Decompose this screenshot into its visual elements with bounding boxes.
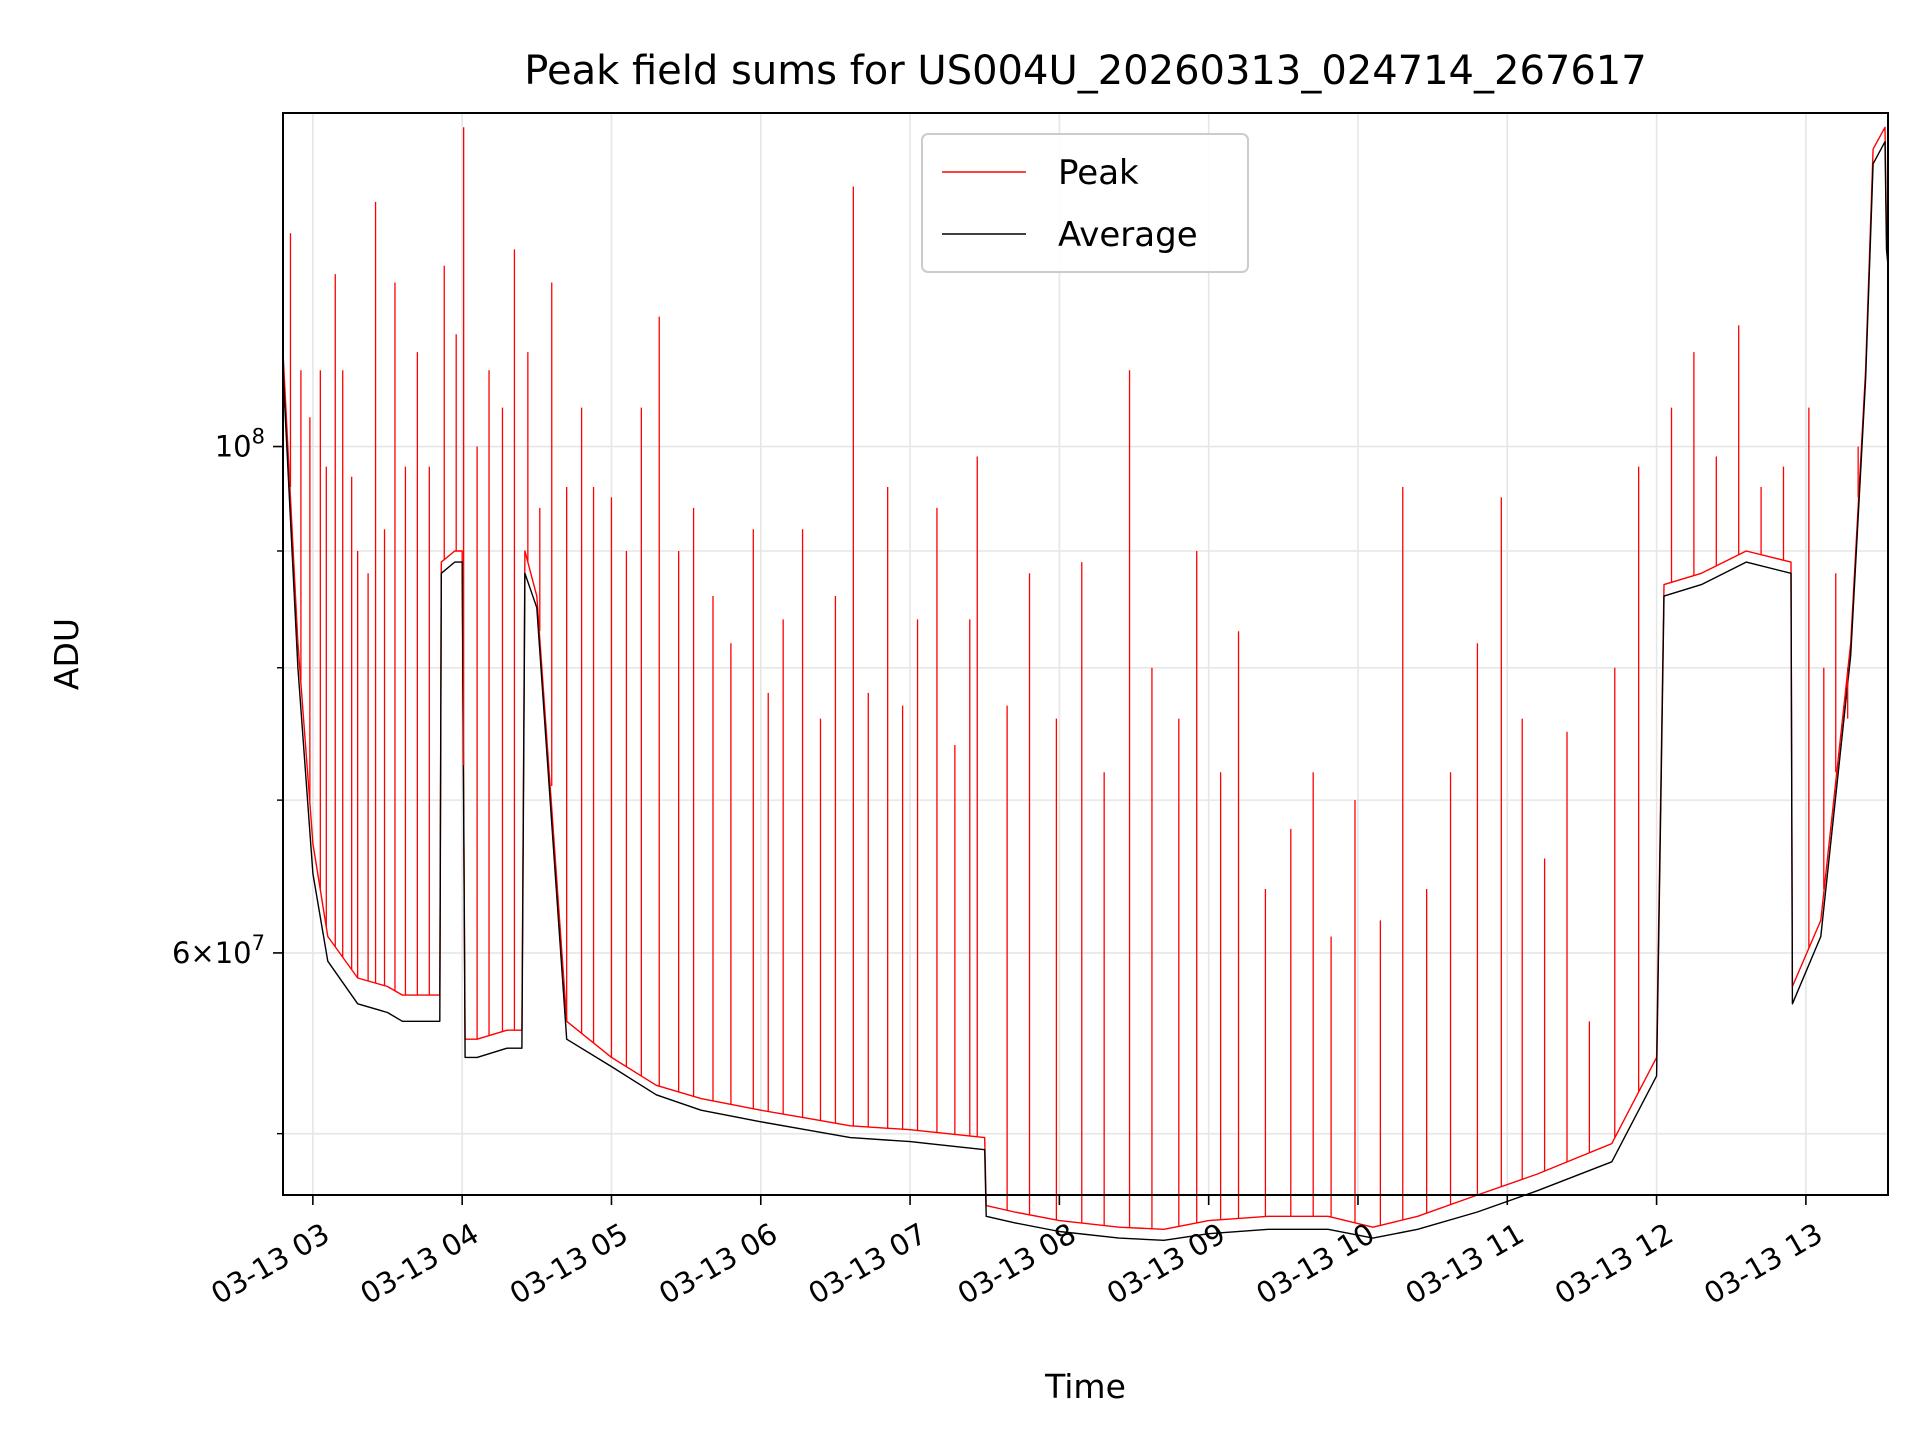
legend-box — [921, 133, 1249, 273]
y-tick-label: 6×107 — [172, 931, 265, 970]
plot-area — [282, 126, 1889, 1242]
series-line-average — [282, 140, 1889, 1242]
legend-label-peak: Peak — [1058, 153, 1139, 193]
grid — [283, 113, 1888, 1195]
legend-label-average: Average — [1058, 215, 1198, 255]
axes-frame — [282, 112, 1889, 1196]
chart-title: Peak field sums for US004U_20260313_0247… — [524, 48, 1646, 94]
y-axis-label: ADU — [47, 618, 86, 690]
x-axis-label: Time — [1044, 1367, 1126, 1406]
legend: Peak Average — [921, 133, 1249, 273]
y-tick-label: 108 — [215, 425, 265, 464]
